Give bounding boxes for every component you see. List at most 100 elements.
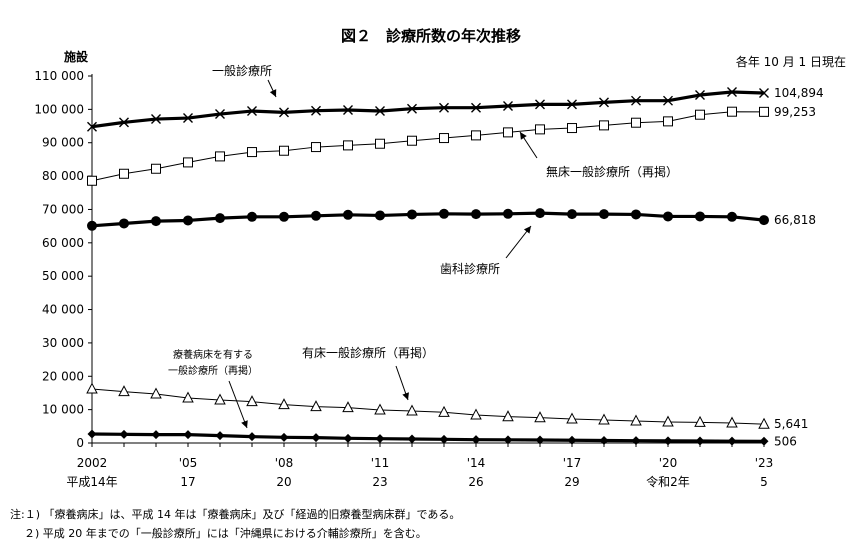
chart-title: 図２ 診療所数の年次推移 bbox=[341, 27, 521, 45]
data-point-triangle-marker bbox=[342, 401, 354, 413]
data-point-x-marker bbox=[663, 95, 673, 106]
data-point-x-marker bbox=[87, 121, 97, 132]
data-point-circle-marker bbox=[503, 208, 513, 219]
annotation-label: 歯科診療所 bbox=[440, 261, 500, 276]
annotation-arrowhead bbox=[523, 226, 531, 234]
data-point-square-marker bbox=[215, 151, 225, 162]
data-point-x-marker bbox=[439, 102, 449, 113]
series-line-0 bbox=[91, 90, 765, 129]
data-point-x-marker bbox=[503, 101, 513, 112]
data-point-x-marker bbox=[407, 103, 417, 114]
data-point-x-marker bbox=[247, 106, 257, 117]
data-point-x-marker bbox=[471, 102, 481, 113]
data-point-circle-marker bbox=[119, 218, 129, 229]
data-point-square-marker bbox=[759, 106, 769, 117]
data-point-diamond-marker bbox=[343, 433, 353, 443]
data-point-diamond-marker bbox=[631, 436, 641, 446]
data-point-diamond-marker bbox=[535, 435, 545, 445]
data-point-square-marker bbox=[311, 142, 321, 153]
data-point-triangle-marker bbox=[118, 385, 130, 397]
data-point-diamond-marker bbox=[759, 436, 769, 446]
data-point-triangle-marker bbox=[438, 405, 450, 417]
data-point-x-marker bbox=[695, 90, 705, 101]
x-tick-label-year: '23 bbox=[755, 456, 774, 470]
data-point-circle-marker bbox=[407, 209, 417, 220]
data-point-triangle-marker bbox=[406, 404, 418, 416]
data-point-x-marker bbox=[343, 105, 353, 116]
data-point-circle-marker bbox=[375, 210, 385, 221]
data-point-diamond-marker bbox=[87, 429, 97, 439]
y-tick-label: 50 000 bbox=[42, 269, 84, 283]
data-point-x-marker bbox=[567, 99, 577, 110]
data-point-diamond-marker bbox=[439, 434, 449, 444]
data-point-square-marker bbox=[151, 163, 161, 174]
annotation-label: 療養病床を有する bbox=[173, 348, 253, 361]
data-point-triangle-marker bbox=[502, 410, 514, 422]
data-point-diamond-marker bbox=[567, 435, 577, 445]
data-point-x-marker bbox=[183, 113, 193, 124]
data-point-x-marker bbox=[631, 95, 641, 106]
footnote-2: ２) 平成 20 年までの「一般診療所」には「沖縄県における介輔診療所」を含む。 bbox=[24, 527, 427, 540]
data-point-triangle-marker bbox=[150, 387, 162, 399]
data-point-x-marker bbox=[311, 105, 321, 116]
x-tick-label-era: 29 bbox=[564, 475, 579, 489]
data-point-triangle-marker bbox=[694, 415, 706, 427]
data-point-square-marker bbox=[247, 147, 257, 158]
annotation-label: 無床一般診療所（再掲） bbox=[546, 164, 678, 179]
data-point-triangle-marker bbox=[182, 391, 194, 403]
data-point-triangle-marker bbox=[534, 411, 546, 423]
y-tick-label: 110 000 bbox=[34, 69, 84, 83]
data-point-diamond-marker bbox=[215, 431, 225, 441]
data-point-triangle-marker bbox=[758, 417, 770, 429]
y-axis-unit-label: 施設 bbox=[64, 49, 89, 64]
y-tick-label: 80 000 bbox=[42, 169, 84, 183]
series-end-label: 506 bbox=[774, 434, 797, 448]
data-point-diamond-marker bbox=[151, 430, 161, 440]
data-point-circle-marker bbox=[631, 209, 641, 220]
annotation-leader-line bbox=[228, 380, 248, 429]
data-point-square-marker bbox=[407, 135, 417, 146]
y-tick-label: 40 000 bbox=[42, 303, 84, 317]
data-point-diamond-marker bbox=[471, 435, 481, 445]
x-tick-label-year: '14 bbox=[467, 456, 486, 470]
data-point-square-marker bbox=[695, 109, 705, 120]
data-point-square-marker bbox=[87, 175, 97, 186]
annotation-label: 一般診療所（再掲） bbox=[168, 364, 258, 377]
annotation-label: 有床一般診療所（再掲） bbox=[302, 345, 434, 360]
data-point-diamond-marker bbox=[279, 432, 289, 442]
data-point-x-marker bbox=[599, 97, 609, 108]
series-line-2 bbox=[91, 211, 765, 228]
data-point-circle-marker bbox=[247, 211, 257, 222]
data-point-triangle-marker bbox=[566, 412, 578, 424]
data-point-circle-marker bbox=[279, 211, 289, 222]
data-point-circle-marker bbox=[759, 215, 769, 226]
data-point-triangle-marker bbox=[278, 398, 290, 410]
data-point-x-marker bbox=[119, 117, 129, 128]
data-point-x-marker bbox=[727, 87, 737, 98]
y-tick-label: 0 bbox=[76, 436, 84, 450]
data-point-triangle-marker bbox=[662, 415, 674, 427]
x-tick-label-era: 23 bbox=[372, 475, 387, 489]
y-tick-label: 100 000 bbox=[34, 102, 84, 116]
data-point-diamond-marker bbox=[599, 435, 609, 445]
data-point-triangle-marker bbox=[726, 416, 738, 428]
data-point-diamond-marker bbox=[727, 436, 737, 446]
x-tick-label-year: '05 bbox=[179, 456, 198, 470]
series-end-label: 104,894 bbox=[774, 86, 824, 100]
x-tick-label-year: '17 bbox=[563, 456, 582, 470]
data-point-diamond-marker bbox=[407, 434, 417, 444]
data-point-diamond-marker bbox=[311, 433, 321, 443]
data-point-diamond-marker bbox=[503, 435, 513, 445]
data-point-diamond-marker bbox=[247, 432, 257, 442]
data-point-x-marker bbox=[375, 106, 385, 117]
data-point-diamond-marker bbox=[119, 429, 129, 439]
series-line-4 bbox=[91, 432, 765, 443]
data-point-diamond-marker bbox=[375, 434, 385, 444]
annotation-arrowhead bbox=[520, 132, 527, 140]
data-point-square-marker bbox=[183, 157, 193, 168]
data-point-circle-marker bbox=[663, 211, 673, 222]
x-tick-label-era: 平成14年 bbox=[66, 475, 117, 489]
x-tick-label-era: 20 bbox=[276, 475, 291, 489]
